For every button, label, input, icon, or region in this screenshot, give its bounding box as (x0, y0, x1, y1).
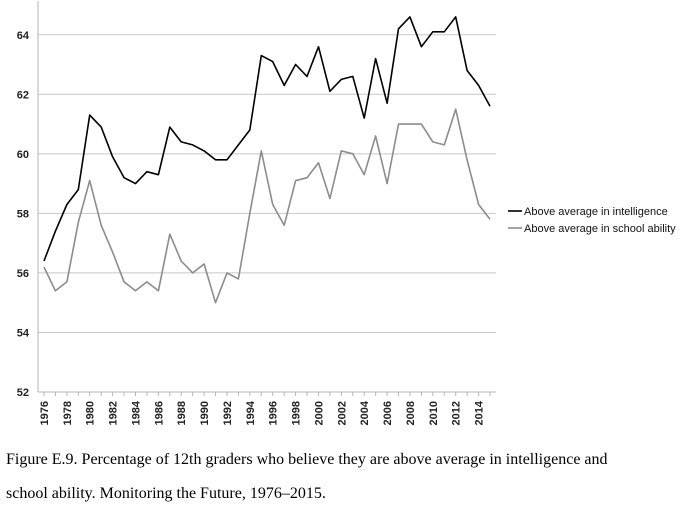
series-lines (43, 16, 491, 304)
x-tick-label: 1982 (108, 401, 120, 425)
x-tick-label: 1978 (62, 401, 74, 425)
x-tick-label: 2002 (336, 401, 348, 425)
x-tick-label: 2000 (313, 401, 325, 425)
y-tick-label: 62 (17, 89, 29, 101)
gridlines (38, 34, 496, 333)
legend: Above average in intelligence Above avera… (508, 206, 676, 235)
y-tick-label: 54 (17, 327, 30, 339)
x-tick-label: 1996 (268, 401, 280, 425)
y-tick-label: 60 (17, 149, 29, 161)
x-tick-label: 1980 (85, 401, 97, 425)
y-tick-label: 64 (17, 30, 30, 42)
x-tick-label: 2004 (359, 400, 371, 425)
x-tick-label: 1994 (245, 400, 257, 425)
x-tick-label: 2014 (474, 400, 486, 425)
y-tick-label: 58 (17, 208, 29, 220)
x-tick-label: 1986 (153, 401, 165, 425)
x-tick-label: 2006 (382, 401, 394, 425)
x-tick-label: 1992 (222, 401, 234, 425)
series-line (43, 108, 491, 304)
legend-label: Above average in school ability (524, 223, 676, 235)
y-tick-label: 52 (17, 387, 29, 399)
x-tick-label: 1990 (199, 401, 211, 425)
x-tick-label: 2008 (405, 401, 417, 425)
x-tick-label: 1988 (176, 401, 188, 425)
series-line (43, 16, 491, 262)
x-tick-label: 2010 (428, 401, 440, 425)
x-tick-label: 2012 (451, 401, 463, 425)
figure-caption-line-1: Figure E.9. Percentage of 12th graders w… (6, 451, 608, 468)
x-tick-label: 1984 (130, 400, 142, 425)
figure-caption-line-2: school ability. Monitoring the Future, 1… (6, 485, 326, 502)
x-tick-label: 1998 (291, 401, 303, 425)
legend-label: Above average in intelligence (524, 206, 668, 218)
axes (37, 1, 496, 396)
y-tick-label: 56 (17, 268, 29, 280)
tick-labels: 52 54 56 58 60 62 64 1976 1978 1980 1982 1984 1986 19… (17, 30, 486, 426)
x-tick-label: 1976 (39, 401, 51, 425)
line-chart: 52 54 56 58 60 62 64 1976 1978 1980 1982 1984 1986 19… (17, 1, 676, 426)
